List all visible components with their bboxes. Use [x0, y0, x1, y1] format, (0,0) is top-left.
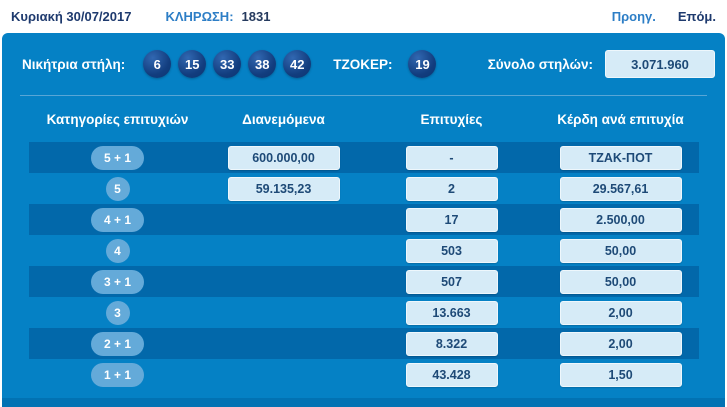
- table-row: 5 + 1 600.000,00 - ΤΖΑΚ-ΠΟΤ: [28, 142, 699, 173]
- distributed-cell: 59.135,23: [207, 176, 361, 201]
- winners-value: 8.322: [405, 331, 498, 356]
- total-columns-label: Σύνολο στηλών:: [487, 56, 593, 72]
- winners-value: -: [405, 145, 498, 170]
- category-pill: 4 + 1: [90, 207, 145, 232]
- prize-value: 29.567,61: [559, 176, 682, 201]
- prize-value: 50,00: [559, 238, 682, 263]
- table-row: 4 503 50,00: [29, 235, 699, 266]
- prize-value: ΤΖΑΚ-ΠΟΤ: [559, 145, 682, 170]
- category-pill: 3: [105, 300, 130, 325]
- winners-cell: 8.322: [361, 331, 543, 356]
- winners-value: 507: [405, 269, 498, 294]
- table-row: 3 + 1 507 50,00: [28, 266, 699, 297]
- table-row: 4 + 1 17 2.500,00: [28, 204, 699, 235]
- winning-number-ball: 6: [143, 50, 172, 78]
- previous-draw-link[interactable]: Προηγ.: [611, 9, 656, 24]
- prize-value: 1,50: [559, 362, 682, 387]
- table-row: 2 + 1 8.322 2,00: [28, 328, 699, 359]
- joker-ball: 19: [408, 50, 437, 78]
- table-row: 3 13.663 2,00: [29, 297, 699, 328]
- winners-cell: 507: [361, 269, 543, 294]
- next-draw-link[interactable]: Επόμ.: [677, 9, 716, 24]
- winning-numbers: 6 15 33 38 42: [143, 50, 312, 78]
- header-categories: Κατηγορίες επιτυχιών: [46, 111, 189, 127]
- prize-cell: 2,00: [543, 300, 699, 325]
- prize-value: 2,00: [559, 331, 682, 356]
- prize-cell: 2,00: [543, 331, 699, 356]
- table-row: 1 + 1 43.428 1,50: [29, 359, 699, 390]
- category-pill: 4: [105, 238, 130, 263]
- header-distributed: Διανεμόμενα: [242, 111, 325, 127]
- prize-cell: 50,00: [543, 269, 699, 294]
- category-pill: 5: [105, 176, 130, 201]
- category-pill: 3 + 1: [90, 269, 145, 294]
- prize-cell: 1,50: [543, 362, 699, 387]
- winning-number-ball: 33: [213, 50, 242, 78]
- prize-cell: 29.567,61: [543, 176, 699, 201]
- prize-cell: ΤΖΑΚ-ΠΟΤ: [543, 145, 699, 170]
- winners-cell: 13.663: [361, 300, 543, 325]
- prize-cell: 50,00: [543, 238, 699, 263]
- distributed-cell: 600.000,00: [207, 145, 361, 170]
- winning-numbers-row: Νικήτρια στήλη: 6 15 33 38 42 ΤΖΟΚΕΡ: 19 Σύν…: [2, 33, 725, 95]
- distributed-value: 600.000,00: [227, 145, 340, 170]
- winners-cell: -: [361, 145, 543, 170]
- joker-label: ΤΖΟΚΕΡ:: [333, 56, 393, 72]
- draw-label: ΚΛΗΡΩΣΗ:: [165, 9, 234, 24]
- distributed-value: 59.135,23: [227, 176, 340, 201]
- category-pill: 5 + 1: [90, 145, 145, 170]
- table-row: 5 59.135,23 2 29.567,61: [29, 173, 699, 204]
- winners-cell: 2: [361, 176, 543, 201]
- results-panel: Νικήτρια στήλη: 6 15 33 38 42 ΤΖΟΚΕΡ: 19 Σύν…: [2, 33, 725, 407]
- winners-cell: 17: [361, 207, 543, 232]
- table-body: 5 + 1 600.000,00 - ΤΖΑΚ-ΠΟΤ 5 59.135,23 …: [2, 142, 725, 390]
- prize-value: 50,00: [559, 269, 682, 294]
- header-prize: Κέρδη ανά επιτυχία: [557, 111, 684, 127]
- winners-cell: 503: [361, 238, 543, 263]
- winners-cell: 43.428: [361, 362, 543, 387]
- prize-cell: 2.500,00: [543, 207, 699, 232]
- category-pill: 1 + 1: [90, 362, 145, 387]
- total-columns-value: 3.071.960: [605, 50, 715, 78]
- winners-value: 17: [405, 207, 498, 232]
- winners-value: 2: [405, 176, 498, 201]
- winning-number-ball: 42: [283, 50, 312, 78]
- winning-number-ball: 38: [248, 50, 277, 78]
- table-header-row: Κατηγορίες επιτυχιών Διανεμόμενα Επιτυχί…: [29, 96, 699, 142]
- prize-value: 2.500,00: [559, 207, 682, 232]
- winning-number-ball: 15: [178, 50, 207, 78]
- header-winners: Επιτυχίες: [420, 111, 483, 127]
- winners-value: 43.428: [405, 362, 498, 387]
- draw-number: 1831: [241, 9, 271, 24]
- panel-bottom-strip: [2, 398, 725, 407]
- winners-value: 13.663: [405, 300, 498, 325]
- category-pill: 2 + 1: [90, 331, 145, 356]
- winners-value: 503: [405, 238, 498, 263]
- winning-column-label: Νικήτρια στήλη:: [22, 56, 126, 72]
- draw-date: Κυριακή 30/07/2017: [11, 9, 132, 24]
- top-bar: Κυριακή 30/07/2017 ΚΛΗΡΩΣΗ: 1831 Προηγ. …: [0, 0, 727, 33]
- divider-line: [20, 95, 707, 96]
- prize-value: 2,00: [559, 300, 682, 325]
